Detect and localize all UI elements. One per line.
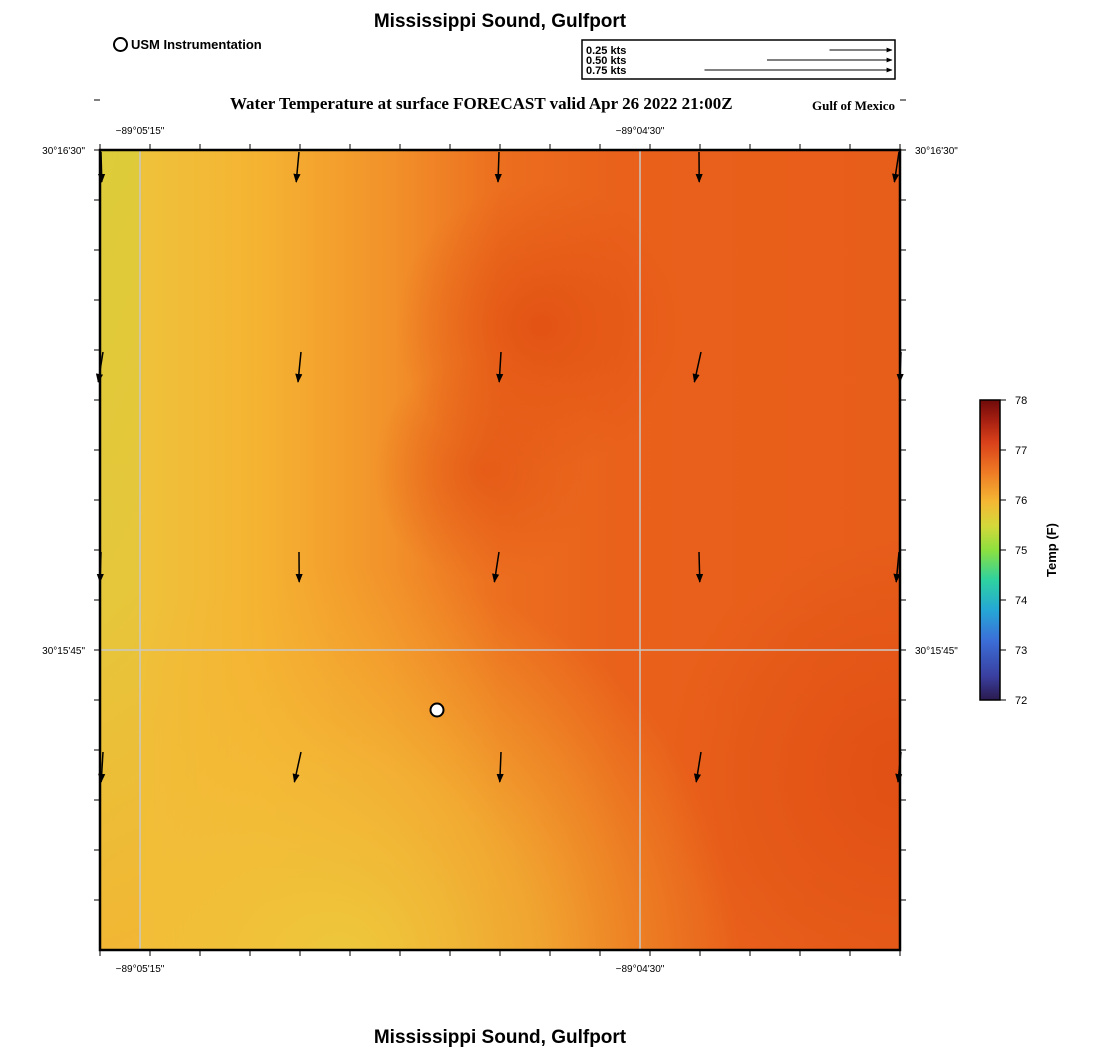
lon-label-bottom: −89°04'30" xyxy=(616,964,665,975)
current-vector-arrow xyxy=(892,151,900,183)
map-title: Water Temperature at surface FORECAST va… xyxy=(230,94,733,113)
scale-legend-label: 0.75 kts xyxy=(586,65,626,77)
current-vector-arrow xyxy=(98,751,106,783)
current-vector-arrow xyxy=(695,551,704,583)
scale-legend-label: 0.50 kts xyxy=(586,55,626,67)
page-title: Mississippi Sound, Gulfport xyxy=(373,11,627,32)
current-vector-arrow xyxy=(492,551,500,583)
temperature-field xyxy=(100,150,900,950)
graticule xyxy=(100,150,900,950)
current-vector-arrow xyxy=(693,751,702,783)
colorbar-label: Temp (F) xyxy=(1044,523,1059,577)
current-vector-arrow xyxy=(496,751,504,783)
lon-label-bottom: −89°05'15" xyxy=(116,964,165,975)
lat-label-left: 30°15'45" xyxy=(42,646,85,657)
colorbar-tick-label: 74 xyxy=(1015,595,1027,607)
instrument-legend-label: USM Instrumentation xyxy=(131,37,262,52)
colorbar-tick-label: 75 xyxy=(1015,545,1027,557)
colorbar-tick-label: 77 xyxy=(1015,445,1027,457)
current-vector-arrow xyxy=(292,751,302,783)
frame-ticks xyxy=(94,99,906,956)
current-vector-arrow xyxy=(293,151,301,183)
lat-label-right: 30°16'30" xyxy=(915,146,958,157)
colorbar: 78 77 76 75 74 73 72 Temp (F) xyxy=(979,395,1059,707)
axis-labels: −89°05'15" −89°04'30" −89°05'15" −89°04'… xyxy=(42,126,958,975)
lat-label-right: 30°15'45" xyxy=(915,646,958,657)
region-label: Gulf of Mexico xyxy=(812,98,896,113)
current-vector-arrow xyxy=(692,351,702,383)
colorbar-tick-label: 73 xyxy=(1015,645,1027,657)
lat-label-left: 30°16'30" xyxy=(42,146,85,157)
colorbar-gradient xyxy=(979,399,1001,701)
current-vector-arrow xyxy=(496,351,504,383)
footer-title: Mississippi Sound, Gulfport xyxy=(373,1027,627,1048)
scale-legend-label: 0.25 kts xyxy=(586,45,626,57)
instrument-station-marker[interactable] xyxy=(429,702,445,718)
current-vector-arrow xyxy=(893,551,901,583)
current-vector-arrow xyxy=(295,351,303,383)
instrument-marker-icon xyxy=(113,37,128,52)
instrument-legend: USM Instrumentation xyxy=(113,37,262,52)
lon-label-top: −89°05'15" xyxy=(116,126,165,137)
colorbar-tick-label: 76 xyxy=(1015,495,1027,507)
lon-label-top: −89°04'30" xyxy=(616,126,665,137)
colorbar-tick-label: 78 xyxy=(1015,395,1027,407)
current-vector-arrow xyxy=(494,151,502,183)
colorbar-tick-label: 72 xyxy=(1015,695,1027,707)
